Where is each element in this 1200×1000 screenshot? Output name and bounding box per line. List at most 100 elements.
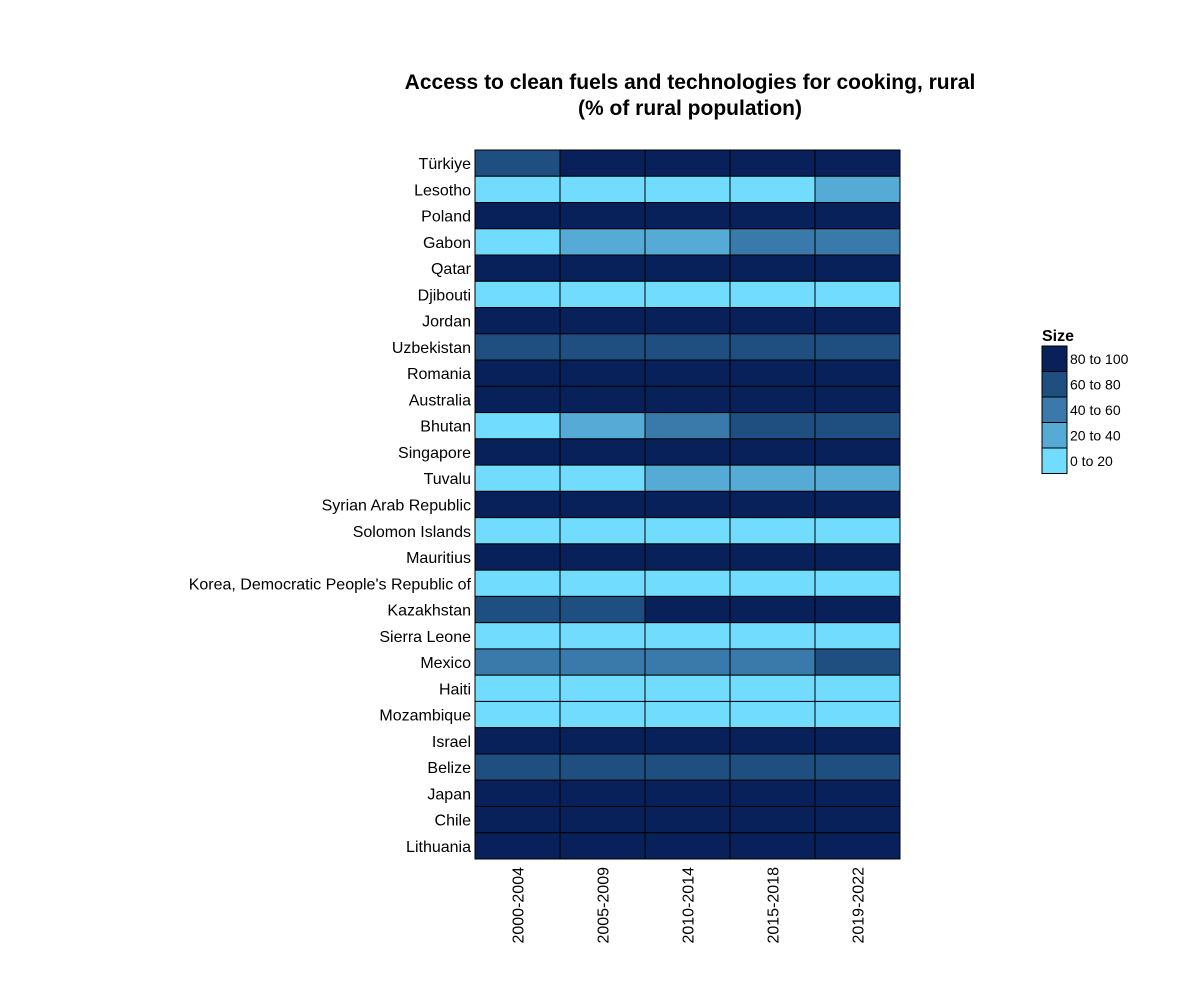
y-tick-label: Djibouti [418,287,471,304]
y-tick-label: Belize [427,760,471,777]
heatmap-cell [644,228,731,256]
heatmap-cell [644,254,731,282]
y-tick-label: Mozambique [379,708,471,725]
heatmap-cell [644,438,731,466]
heatmap-cell [474,595,561,624]
heatmap-cell [729,674,816,702]
y-tick-label: Singapore [398,445,471,462]
heatmap-cell [474,779,561,807]
legend-title: Size [1042,328,1074,345]
y-tick-label: Tuvalu [424,471,471,488]
heatmap-cell [729,543,816,571]
heatmap-cell [474,149,561,177]
heatmap-cell [644,674,731,702]
heatmap-cell [729,805,816,834]
heatmap-cell [474,832,561,860]
heatmap-cell [559,280,646,309]
legend-label: 20 to 40 [1070,427,1121,443]
legend-swatch [1041,447,1068,474]
y-tick-label: Sierra Leone [379,629,471,646]
heatmap-cell [814,753,901,781]
y-tick-label: Haiti [439,681,471,698]
heatmap-cell [729,280,816,309]
x-axis-labels: 2000-2004 2005-2009 2010-2014 2015-2018 2019… [511,867,868,944]
heatmap-cell [474,517,561,545]
heatmap-cell [559,490,646,519]
heatmap-cell [559,359,646,387]
heatmap-cell [644,779,731,807]
heatmap-cell [814,517,901,545]
heatmap-cell [729,149,816,177]
heatmap-cell [814,543,901,571]
heatmap-cell [814,254,901,282]
heatmap-cell [474,254,561,282]
heatmap-cell [729,595,816,624]
heatmap-cells [474,149,901,860]
heatmap-cell [729,569,816,597]
heatmap-cell [559,700,646,729]
heatmap-cell [559,202,646,230]
y-tick-label: Mauritius [406,550,471,567]
heatmap-cell [814,700,901,729]
chart-subtitle: (% of rural population) [578,97,802,120]
y-tick-label: Türkiye [419,156,472,173]
heatmap-cell [729,832,816,860]
heatmap-cell [814,307,901,335]
heatmap-cell [474,359,561,387]
heatmap-cell [559,622,646,650]
legend: Size 80 to 100 60 to 80 40 to 60 20 to 40 0 … [1041,328,1129,474]
heatmap-cell [474,700,561,729]
legend-label: 40 to 60 [1070,402,1121,418]
heatmap-cell [559,595,646,624]
heatmap-cell [474,228,561,256]
y-tick-label: Israel [432,734,471,751]
heatmap-cell [474,490,561,519]
heatmap-cell [559,149,646,177]
legend-swatch [1041,345,1068,372]
y-tick-label: Qatar [431,261,472,278]
heatmap-cell [814,779,901,807]
heatmap-cell [729,464,816,492]
legend-label: 80 to 100 [1070,351,1129,367]
heatmap-cell [474,438,561,466]
heatmap-cell [814,569,901,597]
heatmap-cell [474,727,561,755]
heatmap-cell [559,753,646,781]
heatmap-cell [814,648,901,676]
heatmap-cell [559,832,646,860]
heatmap-cell [474,753,561,781]
heatmap-cell [474,175,561,204]
heatmap-cell [814,175,901,204]
heatmap-cell [729,359,816,387]
heatmap-cell [814,412,901,440]
heatmap-cell [814,280,901,309]
heatmap-cell [474,333,561,361]
chart-title: Access to clean fuels and technologies f… [405,71,976,94]
heatmap-cell [814,149,901,177]
heatmap-cell [559,307,646,335]
heatmap-cell [559,543,646,571]
heatmap-cell [814,385,901,414]
heatmap-cell [814,228,901,256]
heatmap-cell [814,674,901,702]
heatmap-cell [559,779,646,807]
heatmap-cell [814,595,901,624]
heatmap-cell [644,832,731,860]
y-tick-label: Mexico [420,655,471,672]
heatmap-cell [474,202,561,230]
heatmap-cell [644,175,731,204]
heatmap-cell [644,333,731,361]
heatmap-cell [644,202,731,230]
y-tick-label: Gabon [423,235,471,252]
y-tick-label: Japan [427,786,471,803]
heatmap-cell [644,622,731,650]
heatmap-cell [729,412,816,440]
heatmap-cell [644,149,731,177]
y-tick-label: Lesotho [414,182,471,199]
heatmap-cell [729,385,816,414]
heatmap-cell [644,385,731,414]
heatmap-cell [644,307,731,335]
legend-swatch [1041,422,1068,449]
heatmap-cell [644,412,731,440]
